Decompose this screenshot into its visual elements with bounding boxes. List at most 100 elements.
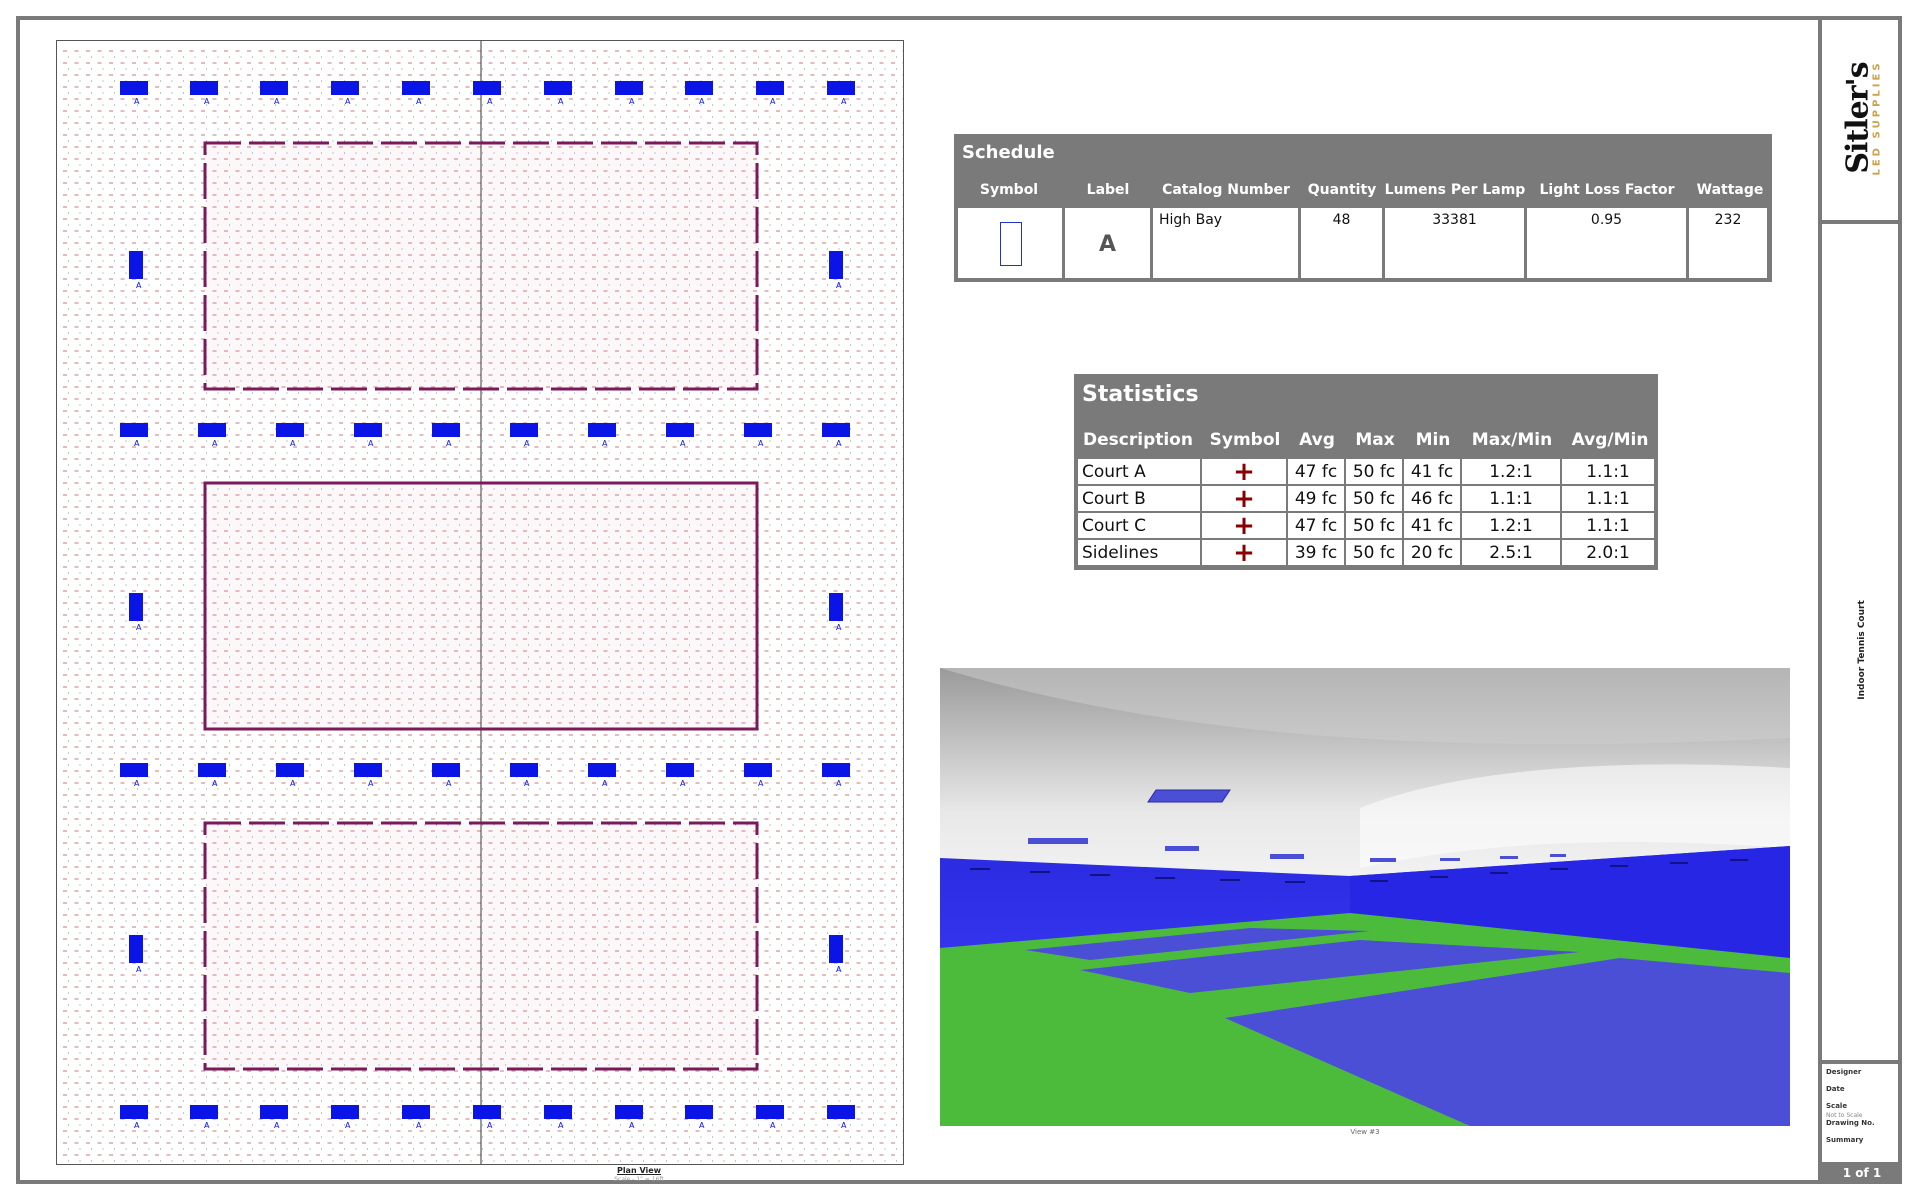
fixture-tag: A (629, 97, 635, 106)
fixture-icon (129, 251, 143, 279)
stats-cell-symbol: + (1202, 483, 1286, 514)
fixture-icon (198, 423, 226, 437)
schedule-cell-lumens: 33381 (1385, 208, 1524, 278)
fixture-tag: A (446, 779, 452, 788)
stats-cell-maxmin: 1.1:1 (1462, 486, 1560, 511)
fixture-tag: A (629, 1121, 635, 1130)
fixture-tag: A (836, 439, 842, 448)
fixture-icon (510, 423, 538, 437)
fixture-icon (510, 763, 538, 777)
fixture-icon (827, 81, 855, 95)
fixture-icon (260, 1105, 288, 1119)
fixture-icon (402, 1105, 430, 1119)
plus-icon: + (1233, 483, 1255, 514)
fixture-tag: A (699, 1121, 705, 1130)
plan-view: A A A A A A A A A A A A A A A A A A A A A A A A A A A A A A A A A A A A A A A A… (56, 40, 904, 1165)
fixture-tag: A (699, 97, 705, 106)
fixture-icon (827, 1105, 855, 1119)
plus-icon: + (1233, 456, 1255, 487)
stats-cell-avgmin: 2.0:1 (1562, 540, 1654, 565)
fixture-label: A (1098, 232, 1117, 257)
fixture-tag: A (274, 97, 280, 106)
fixture-tag: A (758, 439, 764, 448)
stats-cell-maxmin: 1.2:1 (1462, 459, 1560, 484)
schedule-header-catalog: Catalog Number (1162, 182, 1290, 198)
court-outline (203, 481, 759, 731)
schedule-cell-label: A (1065, 208, 1150, 278)
stats-cell-description: Court C (1078, 513, 1200, 538)
fixture-icon (120, 423, 148, 437)
field-scale: Scale (1826, 1102, 1848, 1110)
fixture-icon (120, 81, 148, 95)
stats-cell-avg: 47 fc (1288, 459, 1344, 484)
fixture-tag: A (290, 779, 296, 788)
fixture-icon (756, 81, 784, 95)
fixture-icon (666, 763, 694, 777)
fixture-icon (544, 81, 572, 95)
schedule-header-llf: Light Loss Factor (1539, 182, 1675, 198)
render-view (940, 668, 1790, 1126)
fixture-icon (756, 1105, 784, 1119)
fixture-symbol-icon (1000, 222, 1022, 266)
stats-header-max: Max (1355, 430, 1395, 450)
fixture-tag: A (204, 97, 210, 106)
fixture-icon (829, 593, 843, 621)
logo: Sitler's LED SUPPLIES (1822, 16, 1902, 224)
fixture-tag: A (368, 779, 374, 788)
fixture-icon (473, 81, 501, 95)
fixture-tag: A (274, 1121, 280, 1130)
fixture-icon (190, 1105, 218, 1119)
schedule-header-wattage: Wattage (1696, 182, 1764, 198)
fixture-icon (129, 935, 143, 963)
stats-cell-description: Sidelines (1078, 540, 1200, 565)
fixture-icon (615, 1105, 643, 1119)
stats-cell-min: 46 fc (1404, 486, 1460, 511)
fixture-tag: A (558, 97, 564, 106)
stats-cell-avg: 39 fc (1288, 540, 1344, 565)
fixture-icon (588, 423, 616, 437)
schedule-table: Schedule Symbol Label Catalog Number Qua… (954, 134, 1772, 282)
fixture-tag: A (680, 439, 686, 448)
info-fields: Designer Date Scale Not to Scale Drawing… (1822, 1060, 1902, 1170)
fixture-icon (829, 935, 843, 963)
stats-cell-max: 50 fc (1346, 513, 1402, 538)
fixture-icon (120, 1105, 148, 1119)
stats-cell-maxmin: 2.5:1 (1462, 540, 1560, 565)
fixture-tag: A (204, 1121, 210, 1130)
fixture-icon (331, 1105, 359, 1119)
stats-cell-avgmin: 1.1:1 (1562, 513, 1654, 538)
logo-sub-text: LED SUPPLIES (1872, 60, 1883, 176)
fixture-icon (129, 593, 143, 621)
field-summary: Summary (1826, 1136, 1864, 1144)
fixture-icon (544, 1105, 572, 1119)
fixture-tag: A (136, 281, 142, 290)
title-block: Sitler's LED SUPPLIES Indoor Tennis Cour… (1818, 16, 1902, 1184)
stats-header-description: Description (1083, 430, 1193, 450)
stats-cell-max: 50 fc (1346, 459, 1402, 484)
field-designer: Designer (1826, 1068, 1862, 1076)
fixture-icon (331, 81, 359, 95)
fixture-tag: A (836, 779, 842, 788)
fixture-tag: A (524, 779, 530, 788)
fixture-tag: A (136, 623, 142, 632)
plan-drawing: A A A A A A A A A A A A A A A A A A A A A A A A A A A A A A A A A A A A A A A A… (63, 41, 903, 1164)
fixture-tag: A (134, 439, 140, 448)
render-3d-image (940, 668, 1790, 1126)
fixture-tag: A (680, 779, 686, 788)
fixture-icon (744, 763, 772, 777)
stats-cell-avg: 47 fc (1288, 513, 1344, 538)
fixture-tag: A (446, 439, 452, 448)
fixture-tag: A (416, 97, 422, 106)
fixture-tag: A (345, 1121, 351, 1130)
fixture-tag: A (136, 965, 142, 974)
fixture-tag: A (770, 97, 776, 106)
fixture-icon (276, 423, 304, 437)
fixture-tag: A (487, 1121, 493, 1130)
schedule-cell-symbol (958, 208, 1062, 278)
fixture-icon (190, 81, 218, 95)
plus-icon: + (1233, 510, 1255, 541)
fixture-tag: A (602, 439, 608, 448)
fixture-tag: A (368, 439, 374, 448)
statistics-title: Statistics (1082, 382, 1199, 407)
stats-cell-min: 41 fc (1404, 513, 1460, 538)
